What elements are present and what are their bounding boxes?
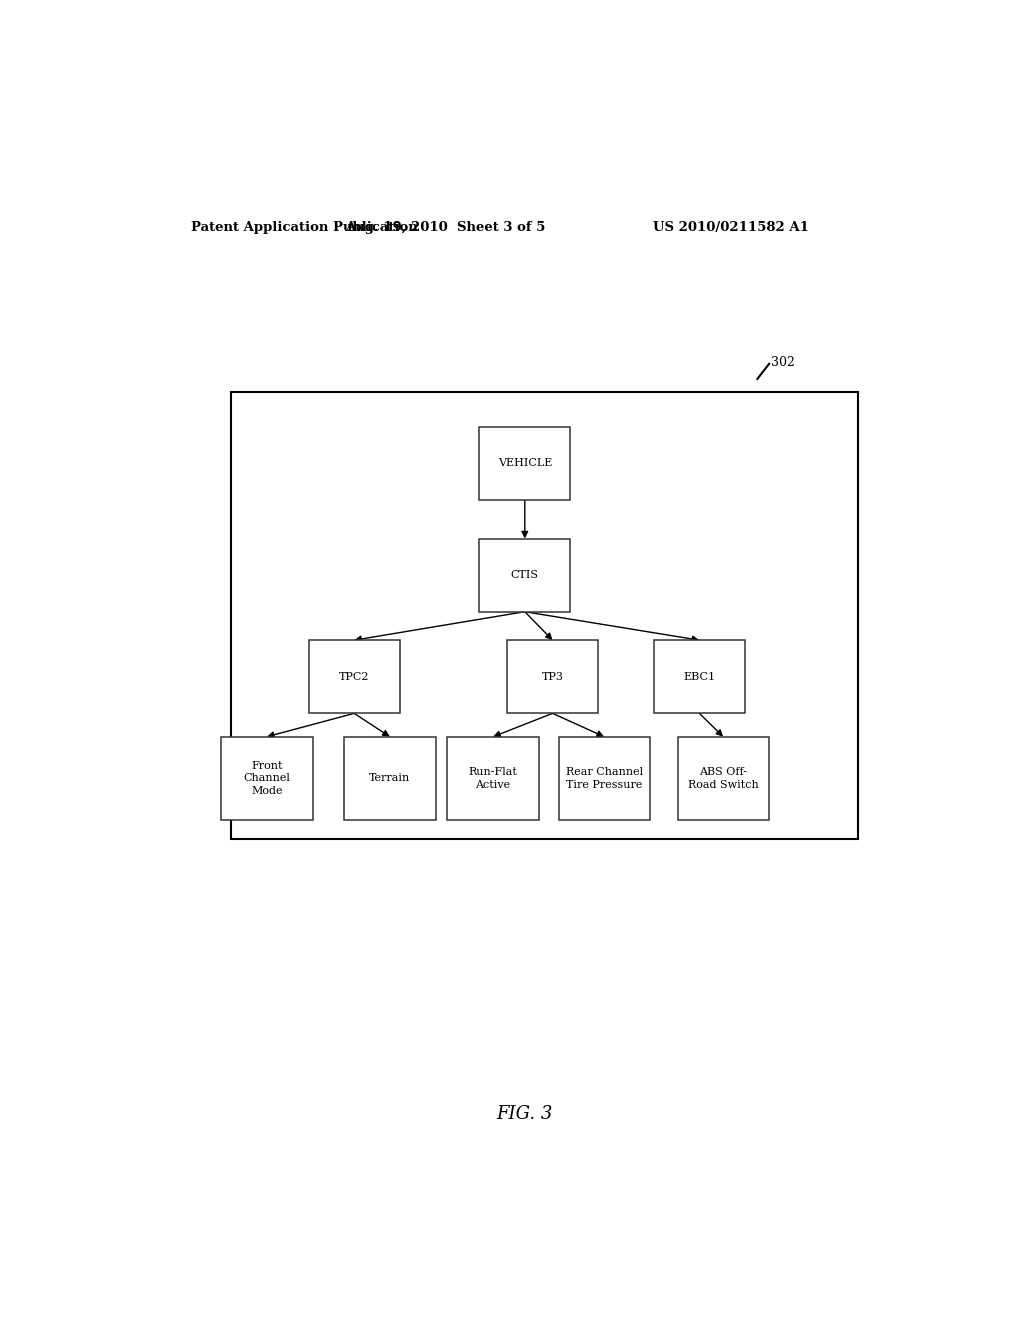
Bar xyxy=(231,392,858,840)
Text: VEHICLE: VEHICLE xyxy=(498,458,552,469)
Text: Terrain: Terrain xyxy=(370,774,411,783)
Text: Patent Application Publication: Patent Application Publication xyxy=(191,220,418,234)
Text: 302: 302 xyxy=(771,356,795,368)
Text: Aug. 19, 2010  Sheet 3 of 5: Aug. 19, 2010 Sheet 3 of 5 xyxy=(345,220,546,234)
Bar xyxy=(558,737,650,820)
Bar xyxy=(221,737,312,820)
Text: US 2010/0211582 A1: US 2010/0211582 A1 xyxy=(653,220,809,234)
Bar xyxy=(344,737,435,820)
Text: CTIS: CTIS xyxy=(511,570,539,579)
Text: Rear Channel
Tire Pressure: Rear Channel Tire Pressure xyxy=(565,767,643,789)
Bar xyxy=(653,640,745,713)
Bar xyxy=(507,640,598,713)
Bar xyxy=(479,539,570,611)
Text: TP3: TP3 xyxy=(542,672,563,681)
Text: TPC2: TPC2 xyxy=(339,672,370,681)
Bar xyxy=(678,737,769,820)
Bar xyxy=(447,737,539,820)
Text: Front
Channel
Mode: Front Channel Mode xyxy=(244,762,291,796)
Text: Run-Flat
Active: Run-Flat Active xyxy=(469,767,517,789)
Bar xyxy=(479,426,570,500)
Bar xyxy=(308,640,399,713)
Text: EBC1: EBC1 xyxy=(683,672,716,681)
Text: ABS Off-
Road Switch: ABS Off- Road Switch xyxy=(688,767,759,789)
Text: FIG. 3: FIG. 3 xyxy=(497,1105,553,1123)
